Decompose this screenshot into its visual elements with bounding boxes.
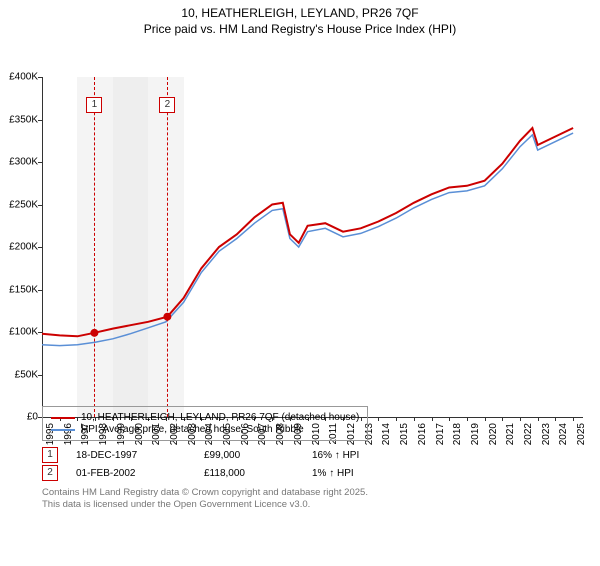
ytick-mark [38,205,42,206]
marker-vline [94,77,95,417]
series-line [42,133,573,346]
ytick-label: £150K [0,284,38,295]
title-line2: Price paid vs. HM Land Registry's House … [0,22,600,38]
chart-svg [42,77,582,417]
legend-swatch [51,429,75,431]
legend-swatch [51,417,75,419]
ytick-mark [38,247,42,248]
marker-box: 2 [159,97,175,113]
ytick-label: £100K [0,327,38,338]
marker-vline [167,77,168,417]
ytick-mark [38,77,42,78]
transaction-price: £118,000 [204,468,294,479]
ytick-label: £0 [0,412,38,423]
transaction-note: 1% ↑ HPI [312,468,354,479]
legend-row: 10, HEATHERLEIGH, LEYLAND, PR26 7QF (det… [51,412,359,423]
transaction-price: £99,000 [204,450,294,461]
ytick-label: £300K [0,157,38,168]
ytick-mark [38,162,42,163]
legend-and-footer: 10, HEATHERLEIGH, LEYLAND, PR26 7QF (det… [42,406,582,511]
chart-title: 10, HEATHERLEIGH, LEYLAND, PR26 7QF Pric… [0,6,600,37]
transaction-date: 01-FEB-2002 [76,468,186,479]
transaction-row: 2 01-FEB-2002 £118,000 1% ↑ HPI [42,465,582,481]
footer-line2: This data is licensed under the Open Gov… [42,499,582,511]
footer-line1: Contains HM Land Registry data © Crown c… [42,487,582,499]
footer-text: Contains HM Land Registry data © Crown c… [42,487,582,511]
transaction-marker: 2 [42,465,58,481]
ytick-label: £200K [0,242,38,253]
transaction-note: 16% ↑ HPI [312,450,359,461]
transaction-date: 18-DEC-1997 [76,450,186,461]
transaction-marker: 1 [42,447,58,463]
ytick-mark [38,332,42,333]
legend-box: 10, HEATHERLEIGH, LEYLAND, PR26 7QF (det… [42,406,368,441]
transaction-table: 1 18-DEC-1997 £99,000 16% ↑ HPI 2 01-FEB-2002… [42,447,582,481]
marker-box: 1 [86,97,102,113]
ytick-label: £350K [0,114,38,125]
transaction-row: 1 18-DEC-1997 £99,000 16% ↑ HPI [42,447,582,463]
ytick-mark [38,120,42,121]
ytick-mark [38,290,42,291]
ytick-label: £50K [0,369,38,380]
ytick-label: £400K [0,72,38,83]
ytick-label: £250K [0,199,38,210]
legend-label: HPI: Average price, detached house, Sout… [81,424,304,435]
legend-row: HPI: Average price, detached house, Sout… [51,424,359,435]
ytick-mark [38,375,42,376]
title-line1: 10, HEATHERLEIGH, LEYLAND, PR26 7QF [0,6,600,22]
chart-area: 1 2 £0 £50K £100K £150K £200K £250K £300K £350K £4… [0,37,600,437]
legend-label: 10, HEATHERLEIGH, LEYLAND, PR26 7QF (det… [81,412,359,423]
